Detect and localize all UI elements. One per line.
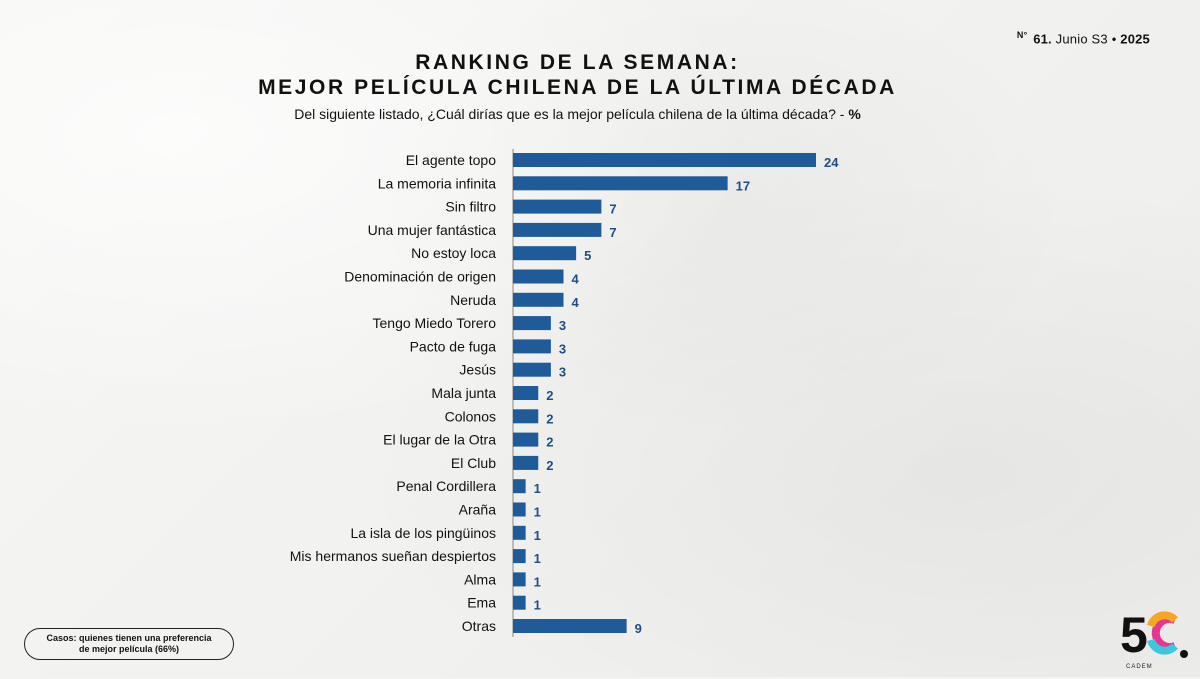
value-label: 3 — [559, 365, 566, 380]
category-label: Colonos — [445, 408, 496, 424]
bar — [513, 153, 816, 167]
issue-info: N° 61. Junio S3 • 2025 — [1017, 30, 1150, 46]
issue-year: 2025 — [1120, 31, 1150, 47]
category-label: Mis hermanos sueñan despiertos — [290, 548, 496, 564]
bar — [513, 572, 526, 587]
category-label: Araña — [459, 502, 497, 518]
logo-mark: 5 CADEM — [1120, 607, 1188, 670]
chart-title-line2: MEJOR PELÍCULA CHILENA DE LA ÚLTIMA DÉCA… — [258, 76, 897, 99]
bar — [513, 386, 539, 400]
chart-question: Del siguiente listado, ¿Cuál dirías que … — [0, 106, 1155, 122]
value-label: 4 — [572, 272, 580, 287]
bar — [513, 362, 551, 377]
bar — [513, 455, 539, 470]
chart-title-line1: RANKING DE LA SEMANA: — [415, 51, 740, 74]
category-label: Mala junta — [431, 385, 496, 401]
cases-note: Casos: quienes tienen una preferencia de… — [24, 628, 234, 660]
category-label: No estoy loca — [411, 245, 496, 261]
bar — [513, 479, 526, 494]
bar — [513, 176, 728, 191]
category-label: Ema — [467, 595, 496, 611]
value-label: 7 — [609, 202, 616, 217]
value-label: 7 — [609, 225, 616, 240]
value-label: 9 — [635, 621, 642, 636]
value-label: 2 — [546, 435, 553, 450]
category-label: Jesús — [459, 362, 496, 378]
bar — [513, 199, 602, 214]
value-label: 24 — [824, 155, 839, 170]
bar — [513, 409, 539, 424]
bar — [513, 339, 551, 354]
category-label: El agente topo — [406, 152, 497, 168]
issue-period: Junio S3 — [1055, 31, 1108, 47]
category-label: El lugar de la Otra — [383, 432, 496, 448]
category-label: La memoria infinita — [378, 175, 496, 191]
bar — [513, 316, 551, 331]
question-unit: % — [848, 106, 861, 122]
bar — [513, 549, 526, 564]
value-label: 1 — [534, 574, 541, 589]
logo-sub: CADEM — [1126, 664, 1153, 670]
category-label: Penal Cordillera — [396, 478, 496, 494]
value-label: 2 — [546, 411, 553, 426]
category-label: Neruda — [450, 292, 496, 308]
category-label: Tengo Miedo Torero — [373, 315, 497, 331]
bar — [513, 619, 627, 633]
cases-line1: Casos: quienes tienen una preferencia — [46, 633, 212, 643]
value-label: 1 — [534, 551, 541, 566]
bar — [513, 432, 539, 447]
category-label: Sin filtro — [445, 199, 496, 215]
category-label: La isla de los pingüinos — [350, 525, 496, 541]
value-label: 17 — [736, 178, 750, 193]
bar — [513, 595, 526, 610]
issue-prefix: N° — [1016, 30, 1028, 40]
value-label: 3 — [559, 341, 566, 356]
issue-number: 61. — [1033, 31, 1052, 47]
issue-separator: • — [1111, 31, 1117, 47]
value-label: 4 — [572, 295, 580, 310]
bar — [513, 246, 577, 261]
value-label: 2 — [546, 388, 553, 403]
bar — [513, 502, 526, 517]
category-label: Otras — [462, 618, 496, 634]
category-label: Pacto de fuga — [410, 338, 497, 354]
bar — [513, 269, 564, 284]
bar — [513, 292, 564, 307]
bar — [513, 525, 526, 540]
svg-text:5: 5 — [1120, 607, 1148, 663]
value-label: 1 — [534, 505, 541, 520]
category-label: Una mujer fantástica — [368, 222, 497, 238]
value-label: 3 — [559, 318, 566, 333]
value-label: 1 — [534, 598, 541, 613]
value-label: 2 — [546, 458, 553, 473]
bar — [513, 222, 602, 237]
cases-line2: de mejor película (66%) — [78, 644, 180, 654]
value-label: 1 — [534, 528, 541, 543]
value-label: 1 — [534, 481, 541, 496]
question-text: Del siguiente listado, ¿Cuál dirías que … — [294, 106, 845, 122]
category-label: Denominación de origen — [344, 269, 496, 285]
category-label: El Club — [451, 455, 496, 471]
cadem-logo: 5 CADEM — [1118, 604, 1194, 674]
category-label: Alma — [464, 571, 496, 587]
value-label: 5 — [584, 248, 591, 263]
